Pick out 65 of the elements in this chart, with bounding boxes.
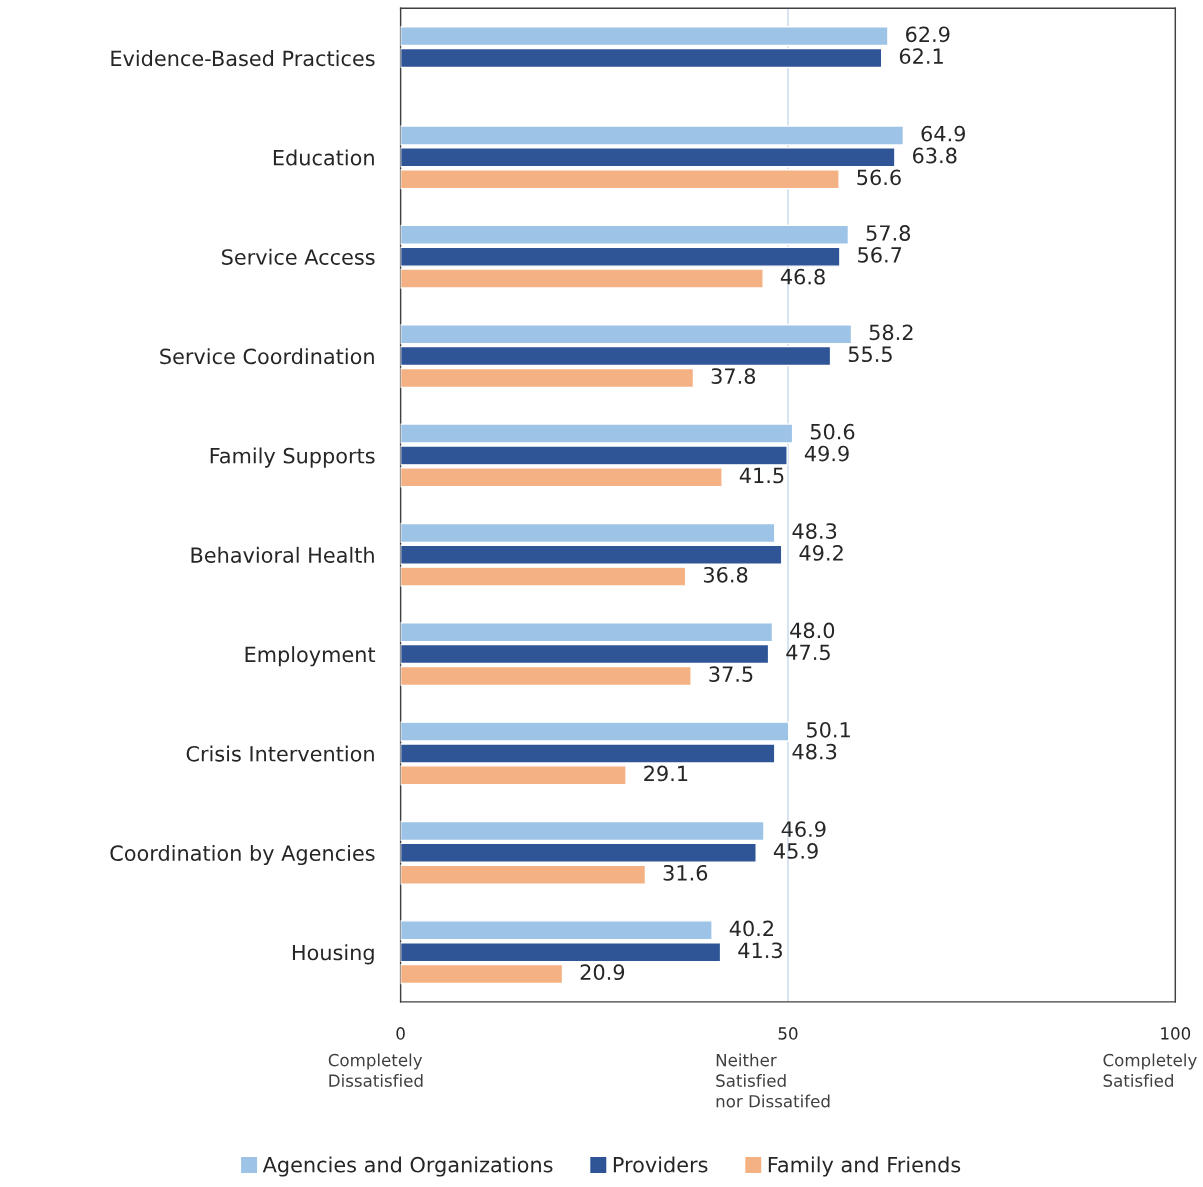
data-label: 41.5 (739, 467, 784, 484)
bar (400, 963, 564, 985)
bar (400, 842, 757, 863)
bar (400, 820, 765, 842)
data-label: 29.1 (644, 765, 688, 782)
data-label: 37.8 (711, 368, 756, 384)
data-label: 48.0 (790, 622, 835, 639)
bar (400, 665, 692, 687)
bar (400, 920, 713, 941)
y-tick-label: Crisis Intervention (186, 745, 374, 762)
legend-label: Family and Friends (768, 1156, 961, 1177)
bar (400, 643, 770, 665)
bar (400, 345, 832, 367)
bar (400, 622, 774, 643)
data-label: 46.9 (781, 821, 826, 837)
y-tick-label: Service Access (222, 248, 375, 265)
bar (400, 224, 850, 245)
x-tick-label: 0 (396, 1027, 405, 1040)
y-tick-label: Coordination by Agencies (110, 844, 375, 866)
data-label: 31.6 (663, 864, 708, 881)
data-label: 40.2 (729, 920, 774, 937)
data-label: 49.2 (799, 545, 843, 561)
bar (400, 367, 695, 389)
data-label: 20.9 (580, 964, 625, 981)
bar (400, 25, 889, 47)
data-label: 56.6 (857, 169, 901, 186)
data-label: 55.5 (848, 346, 892, 363)
y-tick-label: Employment (245, 646, 376, 667)
bar (400, 169, 840, 190)
x-tick-label: 100 (1161, 1027, 1191, 1040)
data-label: 50.1 (807, 721, 850, 738)
data-label: 57.8 (866, 225, 911, 241)
data-label: 64.9 (921, 125, 965, 142)
y-tick-label: Service Coordination (160, 348, 374, 365)
legend-label: Providers (613, 1156, 708, 1173)
data-label: 36.8 (703, 566, 748, 583)
data-label: 46.8 (780, 268, 825, 285)
data-label: 58.2 (869, 324, 913, 341)
bar (400, 47, 883, 69)
data-label: 41.3 (738, 942, 782, 959)
legend-label: Agencies and Organizations (262, 1156, 553, 1177)
data-label: 56.7 (858, 246, 902, 263)
y-tick-label: Family Supports (210, 447, 375, 468)
data-label: 48.3 (792, 523, 837, 539)
bar (400, 324, 853, 345)
data-label: 49.9 (804, 445, 849, 462)
y-tick-label: Behavioral Health (191, 546, 374, 563)
bar (400, 864, 647, 885)
text: Completely Satisfied (1103, 1053, 1197, 1087)
data-label: 62.1 (899, 48, 943, 65)
data-label: 62.9 (906, 26, 950, 43)
text: Completely Dissatisfied (328, 1053, 423, 1087)
data-label: 48.3 (792, 743, 837, 760)
data-label: 50.6 (810, 423, 855, 440)
y-tick-label: Evidence-Based Practices (111, 50, 375, 67)
y-tick-label: Education (273, 149, 374, 166)
bar (400, 942, 722, 963)
text: Neither Satisfied nor Dissatifed (716, 1053, 830, 1108)
bar (400, 522, 776, 544)
data-label: 45.9 (773, 843, 818, 859)
data-label: 37.5 (709, 666, 753, 682)
data-label: 47.5 (786, 644, 830, 661)
x-tick-label: 50 (778, 1027, 798, 1040)
data-label: 63.8 (913, 147, 957, 164)
y-tick-label: Housing (292, 944, 374, 965)
